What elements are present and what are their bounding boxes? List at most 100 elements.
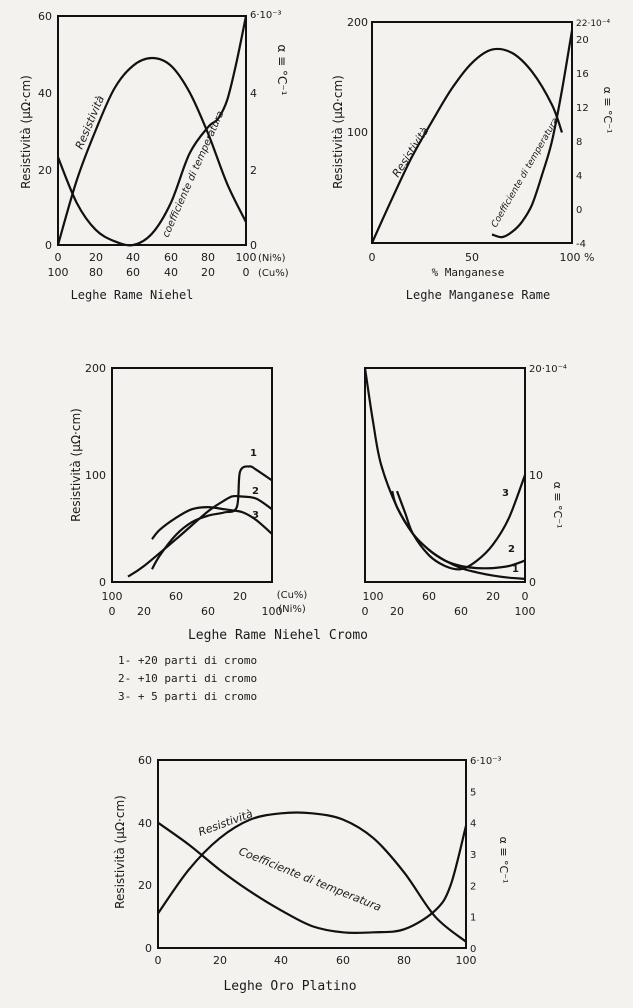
aupt-right-tick: 2 bbox=[470, 881, 476, 892]
legend-item-3: 3- + 5 parti di cromo bbox=[118, 690, 257, 703]
cuni-ytick-r-6: 6·10⁻³ bbox=[250, 10, 282, 21]
chart-cunicr-alpha: α ≡ °C⁻¹ 20·10⁻⁴ 10 0 100 60 20 0 0 20 6… bbox=[362, 364, 567, 618]
mncu-right-ticks: -4 0 4 8 12 16 20 22·10⁻⁴ bbox=[576, 19, 611, 250]
mncu-ytick-100: 100 bbox=[347, 126, 368, 139]
mncu-right-tick: 20 bbox=[576, 35, 589, 46]
cuni-xtick2-80: 80 bbox=[89, 266, 103, 279]
cuni-xtick-100: 100 bbox=[236, 251, 257, 264]
cuni-xtick-20: 20 bbox=[89, 251, 103, 264]
cunicr-res-xtick2-60: 60 bbox=[201, 605, 215, 618]
cunicr-res-xtick-60: 60 bbox=[169, 590, 183, 603]
mncu-right-tick: -4 bbox=[576, 239, 586, 250]
cuni-ylabel-right: α ≡ °C⁻¹ bbox=[275, 44, 289, 95]
cunicr-res-ytick-200: 200 bbox=[85, 362, 106, 375]
cuni-xtick-60: 60 bbox=[164, 251, 178, 264]
aupt-xtick-0: 0 bbox=[155, 954, 162, 967]
cunicr-res-xunit-2: (Ni%) bbox=[278, 604, 306, 615]
cunicr-alpha-frame bbox=[364, 367, 526, 583]
legend-item-1: 1- +20 parti di cromo bbox=[118, 654, 257, 667]
cuni-xtick2-60: 60 bbox=[126, 266, 140, 279]
cuni-label-coefficient: coefficiente di temperatura bbox=[161, 109, 227, 239]
mncu-label-coefficient: Coefficiente di temperatura bbox=[490, 116, 561, 229]
mncu-xtick-50: 50 bbox=[465, 251, 479, 264]
cunicr-res-label-3: 3 bbox=[252, 510, 259, 521]
cunicr-res-ylabel: Resistività (μΩ·cm) bbox=[69, 408, 83, 522]
mncu-xlabel: % Manganese bbox=[432, 266, 505, 279]
cunicr-alpha-series-2 bbox=[391, 490, 526, 570]
chart-cuni: Resistività (μΩ·cm) α ≡ °C⁻¹ 60 40 20 0 … bbox=[19, 10, 289, 302]
cunicr-res-xtick2-20: 20 bbox=[137, 605, 151, 618]
aupt-ytick-20: 20 bbox=[138, 879, 152, 892]
cunicr-alpha-xtick-60: 60 bbox=[422, 590, 436, 603]
aupt-right-ticks: 0 1 2 3 4 5 6·10⁻³ bbox=[470, 756, 502, 955]
aupt-right-tick: 1 bbox=[470, 913, 476, 924]
cuni-ytick-20: 20 bbox=[38, 164, 52, 177]
cunicr-alpha-ytick-20: 20·10⁻⁴ bbox=[529, 364, 567, 375]
cuni-ytick-r-2: 2 bbox=[250, 164, 257, 177]
cunicr-alpha-xtick-100: 100 bbox=[363, 590, 384, 603]
mncu-frame bbox=[371, 21, 573, 244]
cunicr-res-label-1: 1 bbox=[250, 448, 257, 459]
cuni-xtick-0: 0 bbox=[55, 251, 62, 264]
cunicr-alpha-ylabel-right: α ≡ °C⁻¹ bbox=[551, 482, 564, 529]
mncu-xtick-100: 100 % bbox=[560, 251, 595, 264]
aupt-ytick-0: 0 bbox=[145, 942, 152, 955]
aupt-ytick-60: 60 bbox=[138, 754, 152, 767]
aupt-title: Leghe Oro Platino bbox=[223, 979, 356, 994]
mncu-right-tick: 12 bbox=[576, 103, 589, 114]
mncu-right-tick: 0 bbox=[576, 205, 582, 216]
chart-mncu: Resistività (μΩ·cm) α ≡ °C⁻¹ 200 100 0 5… bbox=[331, 16, 614, 302]
cuni-xtick2-0: 0 bbox=[243, 266, 250, 279]
cuni-frame bbox=[57, 15, 247, 246]
mncu-right-tick: 4 bbox=[576, 171, 582, 182]
aupt-series-coefficient bbox=[157, 821, 468, 935]
cuni-series-resistivity bbox=[56, 56, 247, 246]
aupt-series-resistivity bbox=[157, 811, 467, 943]
cunicr-alpha-label-3: 3 bbox=[502, 488, 509, 499]
cunicr-alpha-xtick-20: 20 bbox=[486, 590, 500, 603]
aupt-ytick-40: 40 bbox=[138, 817, 152, 830]
cunicr-alpha-xtick2-60: 60 bbox=[454, 605, 468, 618]
cunicr-alpha-series-3 bbox=[395, 474, 527, 571]
cunicr-res-xtick2-100: 100 bbox=[262, 605, 283, 618]
cuni-xtick-80: 80 bbox=[201, 251, 215, 264]
aupt-xtick-40: 40 bbox=[274, 954, 288, 967]
aupt-frame bbox=[157, 759, 467, 949]
cuni-xtick-40: 40 bbox=[126, 251, 140, 264]
cuni-xunit: (Ni%) bbox=[258, 253, 286, 264]
cunicr-res-series-3 bbox=[151, 505, 273, 540]
mncu-ylabel: Resistività (μΩ·cm) bbox=[331, 75, 345, 189]
cuni-ytick-60: 60 bbox=[38, 10, 52, 23]
aupt-label-coefficient: Coefficiente di temperatura bbox=[237, 845, 383, 914]
mncu-title: Leghe Manganese Rame bbox=[406, 288, 551, 302]
aupt-xtick-60: 60 bbox=[336, 954, 350, 967]
chart-aupt: Resistività (μΩ·cm) α ≡ °C⁻¹ 60 40 20 0 … bbox=[113, 754, 510, 994]
aupt-xtick-20: 20 bbox=[213, 954, 227, 967]
aupt-xtick-80: 80 bbox=[397, 954, 411, 967]
mncu-ytick-200: 200 bbox=[347, 16, 368, 29]
aupt-ylabel: Resistività (μΩ·cm) bbox=[113, 795, 127, 909]
mncu-right-tick: 8 bbox=[576, 137, 582, 148]
mncu-label-resistivity: Resistività bbox=[390, 125, 432, 180]
mncu-xtick-0: 0 bbox=[369, 251, 376, 264]
mncu-series-resistivity bbox=[370, 47, 564, 244]
cunicr-alpha-xtick2-20: 20 bbox=[390, 605, 404, 618]
aupt-right-tick: 3 bbox=[470, 850, 476, 861]
cunicr-res-xtick2-0: 0 bbox=[109, 605, 116, 618]
cunicr-res-xtick-100: 100 bbox=[102, 590, 123, 603]
cunicr-res-xtick-20: 20 bbox=[233, 590, 247, 603]
cunicr-res-ytick-0: 0 bbox=[99, 576, 106, 589]
cuni-xtick2-100: 100 bbox=[48, 266, 69, 279]
mncu-series-coefficient bbox=[491, 30, 574, 239]
cunicr-alpha-label-1: 1 bbox=[512, 564, 519, 575]
cunicr-res-xunit: (Cu%) bbox=[277, 590, 308, 601]
aupt-right-tick: 5 bbox=[470, 787, 476, 798]
cunicr-res-series-1 bbox=[151, 465, 273, 570]
cunicr-res-ytick-100: 100 bbox=[85, 469, 106, 482]
cunicr-alpha-xtick2-0: 0 bbox=[362, 605, 369, 618]
cunicr-alpha-xtick2-100: 100 bbox=[515, 605, 536, 618]
cunicr-res-series-2 bbox=[127, 494, 273, 578]
cuni-ytick-40: 40 bbox=[38, 87, 52, 100]
cuni-ytick-0: 0 bbox=[45, 239, 52, 252]
